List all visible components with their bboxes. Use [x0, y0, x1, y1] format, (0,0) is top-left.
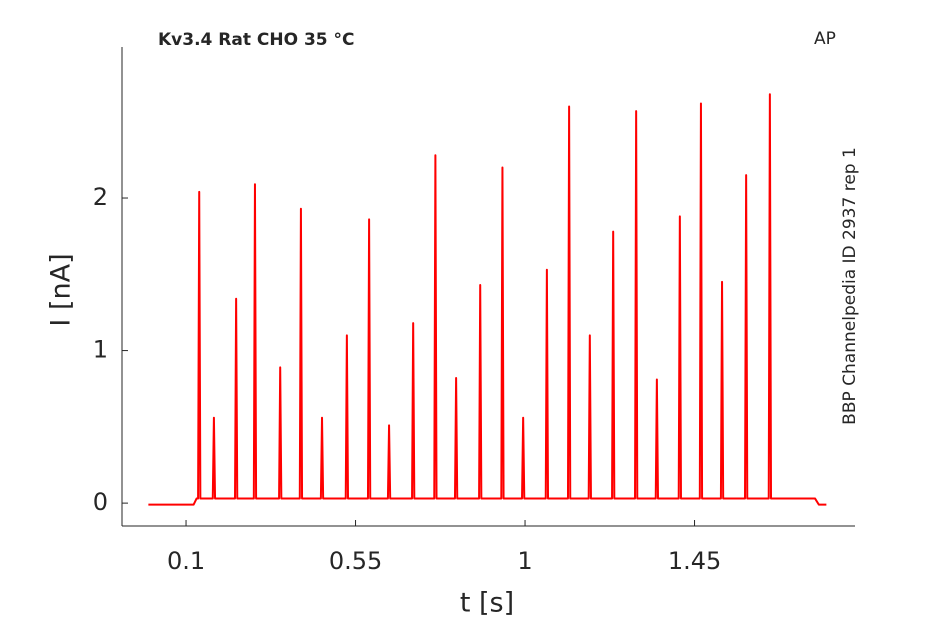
- y-axis-label: I [nA]: [46, 253, 77, 326]
- x-tick-label: 1: [517, 547, 532, 575]
- annotation: BBP Channelpedia ID 2937 rep 1: [840, 147, 860, 425]
- x-axis-label: t [s]: [460, 588, 514, 619]
- x-tick-label: 0.1: [167, 547, 205, 575]
- x-tick-label: 0.55: [329, 547, 382, 575]
- x-tick-label: 1.45: [668, 547, 721, 575]
- data-line: [148, 93, 827, 506]
- y-tick-label: 2: [93, 183, 108, 211]
- chart-title: Kv3.4 Rat CHO 35 °C: [158, 30, 355, 50]
- annotation: AP: [814, 29, 836, 49]
- y-tick-label: 0: [93, 488, 108, 516]
- y-tick-label: 1: [93, 336, 108, 364]
